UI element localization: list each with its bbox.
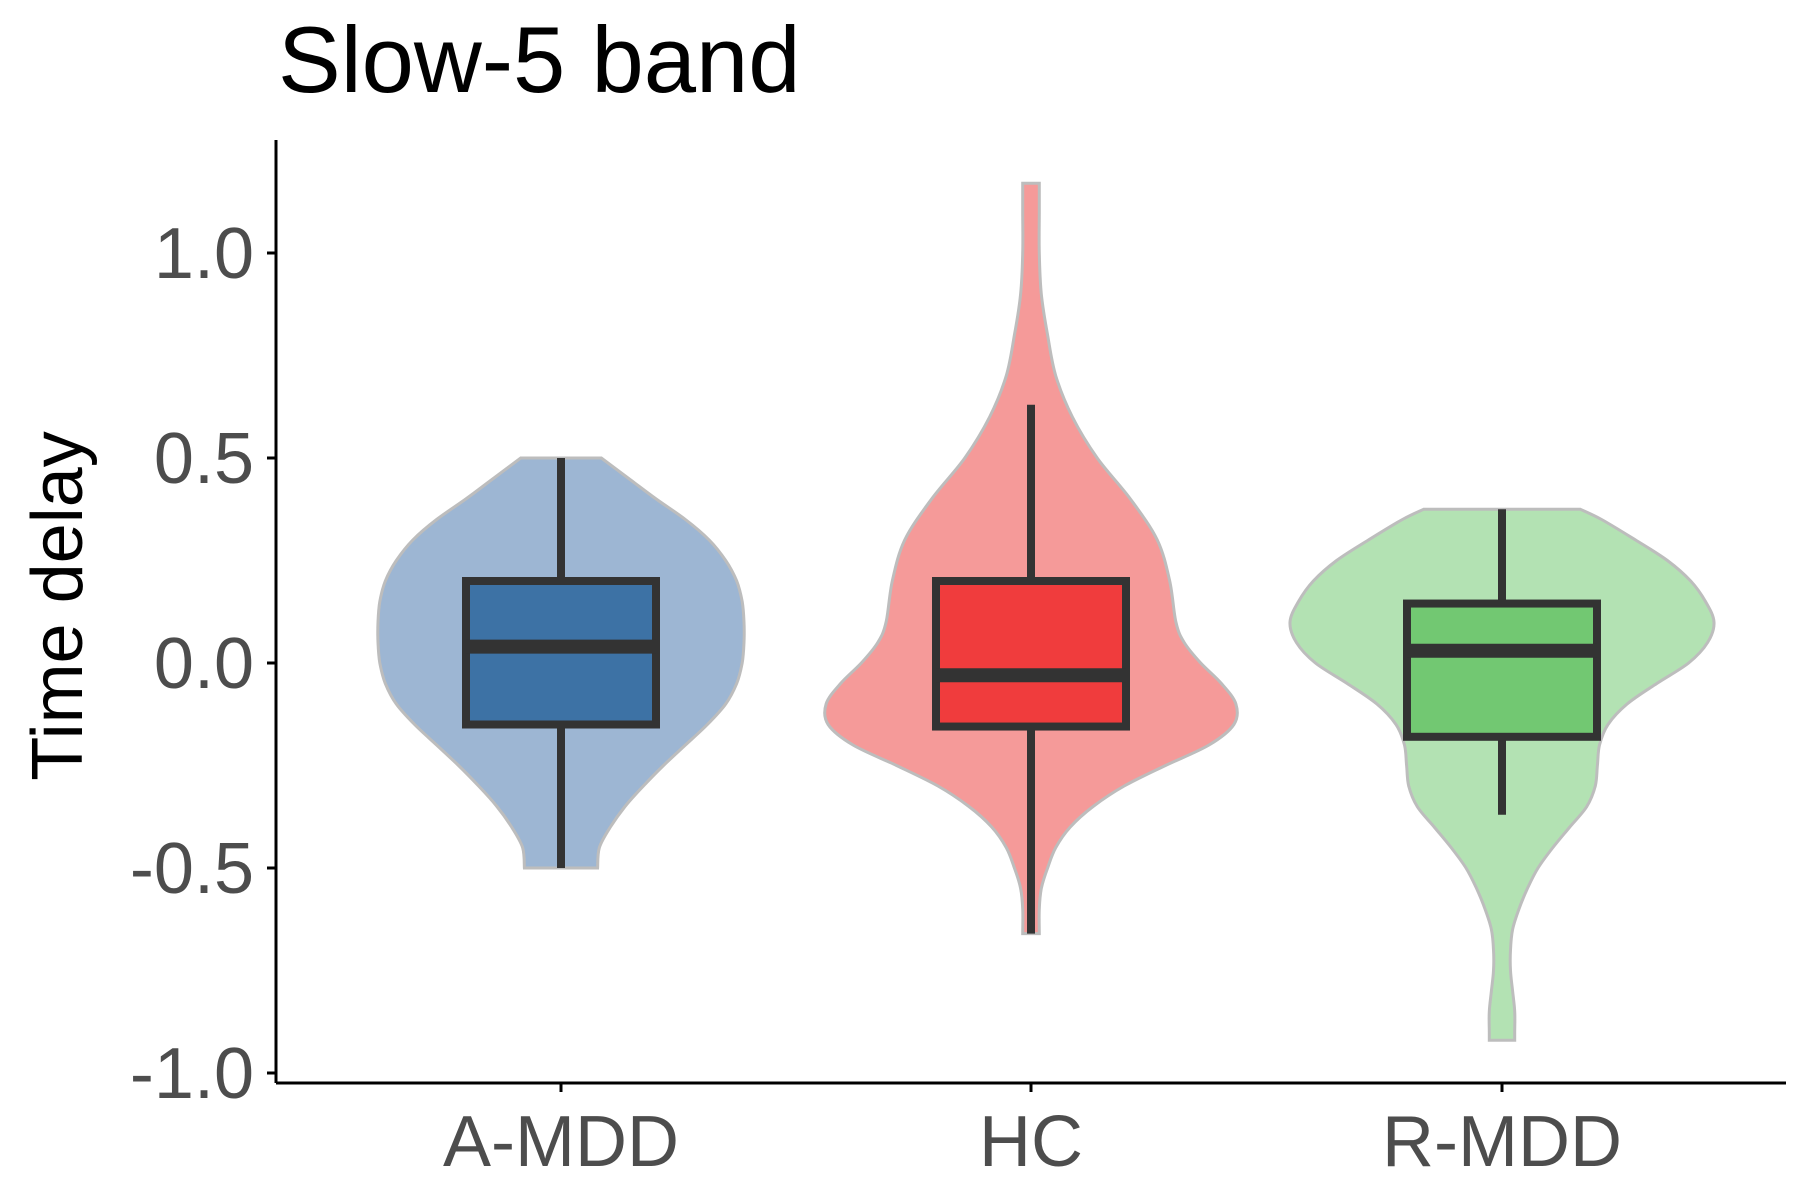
y-axis-title: Time delay <box>18 431 98 780</box>
y-tick-label: -1.0 <box>130 1034 254 1114</box>
box-hc <box>932 577 1130 731</box>
y-tick-label: 0.0 <box>154 624 254 704</box>
y-axis-ticks: 1.0 0.5 0.0 -0.5 -1.0 <box>130 214 276 1114</box>
y-tick-label: 0.5 <box>154 419 254 499</box>
box-r-mdd <box>1403 599 1601 741</box>
x-tick-label: A-MDD <box>443 1102 679 1182</box>
x-tick-label: R-MDD <box>1382 1102 1622 1182</box>
chart-title: Slow-5 band <box>278 7 801 112</box>
boxplots-layer <box>462 404 1601 934</box>
y-tick-label: 1.0 <box>154 214 254 294</box>
x-tick-label: HC <box>979 1102 1083 1182</box>
y-tick-label: -0.5 <box>130 829 254 909</box>
x-axis-ticks: A-MDD HC R-MDD <box>443 1083 1622 1182</box>
